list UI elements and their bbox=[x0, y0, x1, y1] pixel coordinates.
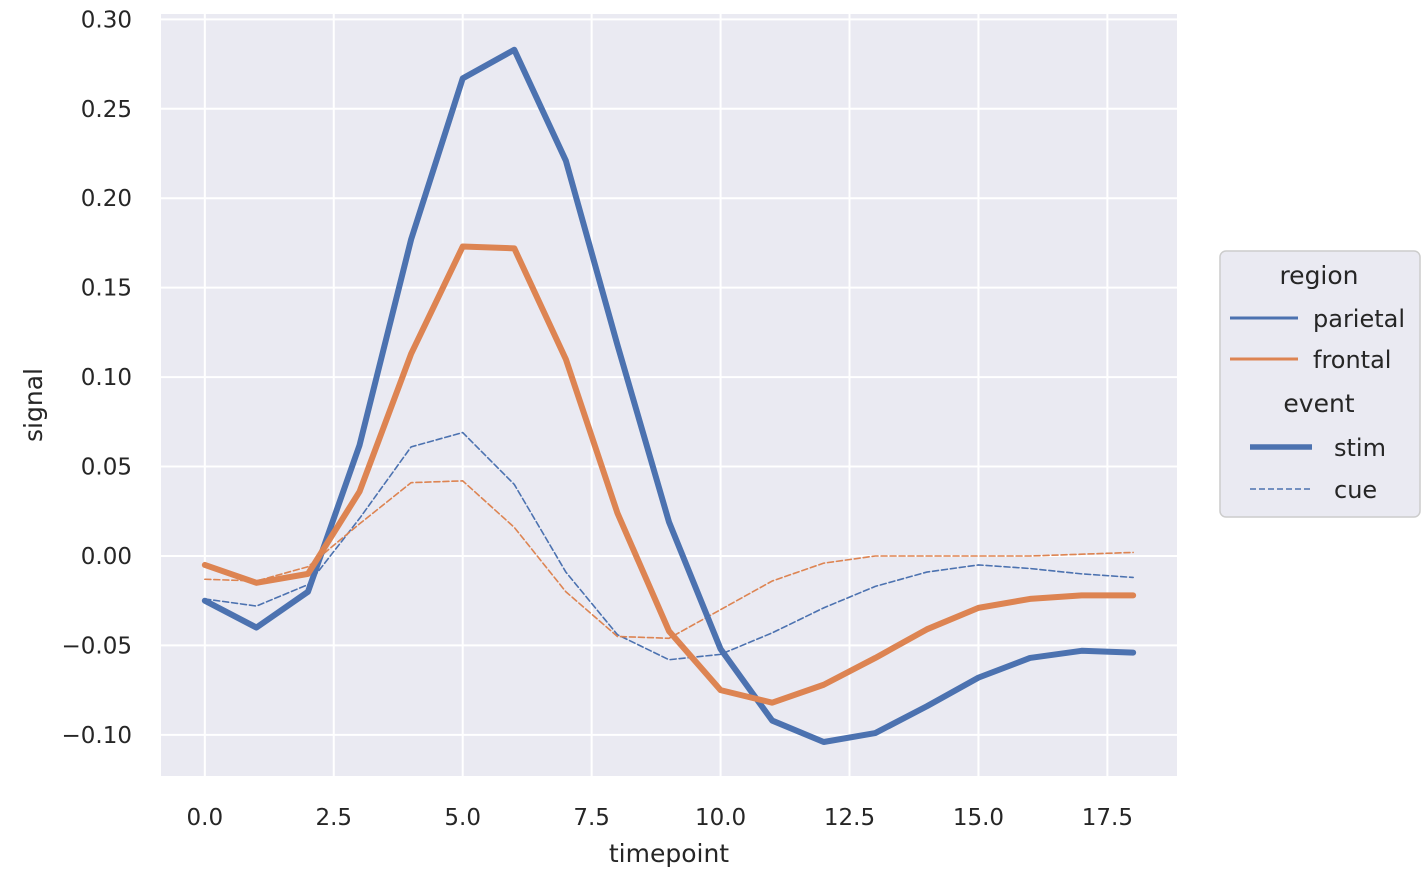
x-tick-label: 5.0 bbox=[444, 805, 481, 831]
legend-frame bbox=[1219, 250, 1421, 518]
legend-frontal-label: frontal bbox=[1313, 346, 1391, 374]
legend-parietal-label: parietal bbox=[1313, 305, 1405, 333]
x-tick-label: 17.5 bbox=[1082, 805, 1133, 831]
series-line-frontal-cue bbox=[204, 480, 1134, 640]
y-tick-label: −0.10 bbox=[62, 723, 132, 749]
y-tick-label: 0.05 bbox=[81, 455, 132, 481]
legend-region-title: region bbox=[1279, 261, 1358, 290]
plot-area bbox=[161, 14, 1177, 776]
x-tick-labels: 0.0 2.5 5.0 7.5 10.0 12.5 15.0 17.5 bbox=[187, 805, 1133, 831]
series-line-parietal-stim bbox=[201, 46, 1137, 746]
y-axis-title: signal bbox=[19, 368, 48, 442]
y-tick-label: 0.20 bbox=[81, 186, 132, 212]
legend-cue-label: cue bbox=[1334, 476, 1377, 504]
x-tick-label: 10.0 bbox=[695, 805, 746, 831]
y-tick-label: 0.25 bbox=[81, 97, 132, 123]
x-tick-label: 0.0 bbox=[187, 805, 224, 831]
series-line-frontal-stim bbox=[201, 243, 1137, 706]
y-tick-label: −0.05 bbox=[62, 633, 132, 659]
series-lines bbox=[201, 46, 1137, 746]
series-line-parietal-cue bbox=[204, 431, 1134, 661]
y-tick-labels: −0.10 −0.05 0.00 0.05 0.10 0.15 0.20 0.25 0.30 bbox=[62, 7, 132, 748]
legend: region parietal frontal event stim cue bbox=[1219, 250, 1421, 518]
x-tick-label: 7.5 bbox=[573, 805, 610, 831]
y-tick-label: 0.15 bbox=[81, 276, 132, 302]
x-tick-label: 2.5 bbox=[315, 805, 352, 831]
legend-event-title: event bbox=[1283, 389, 1354, 418]
legend-stim-label: stim bbox=[1334, 434, 1386, 462]
y-tick-label: 0.00 bbox=[81, 544, 132, 570]
y-tick-label: 0.10 bbox=[81, 365, 132, 391]
x-tick-label: 15.0 bbox=[953, 805, 1004, 831]
y-tick-label: 0.30 bbox=[81, 7, 132, 33]
x-axis-title: timepoint bbox=[609, 839, 729, 868]
x-tick-label: 12.5 bbox=[824, 805, 875, 831]
x-grid bbox=[203, 14, 1109, 776]
